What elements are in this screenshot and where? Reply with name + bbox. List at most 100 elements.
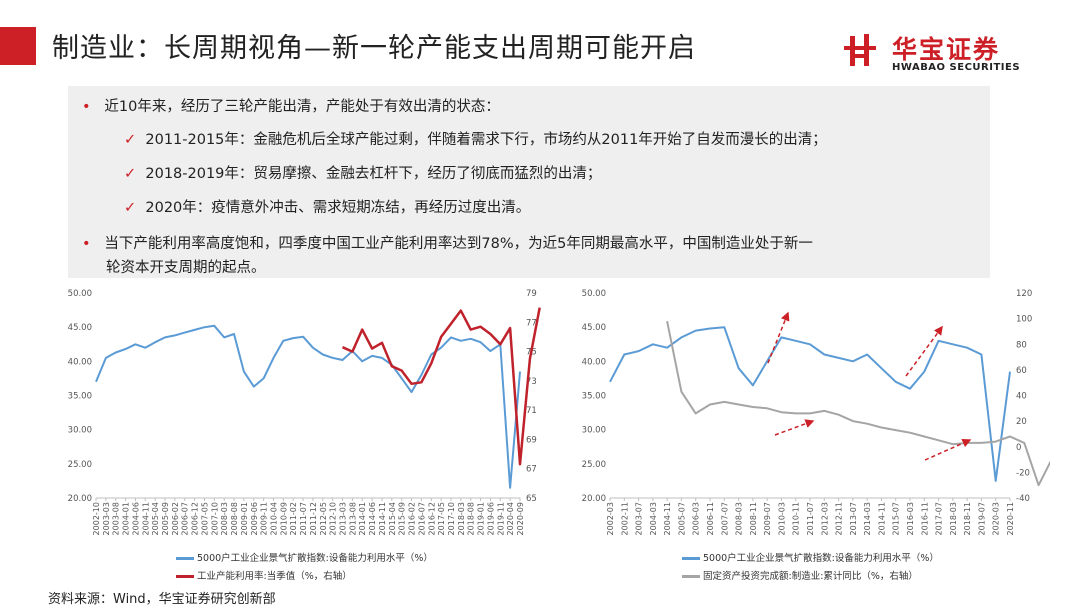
left-tick-label: 30.00 [68,426,92,436]
x-tick-label: 2003-08 [112,502,121,535]
x-tick-label: 2002-10 [92,502,101,535]
legend-swatch [682,575,700,578]
x-tick-label: 2008-08 [230,502,239,535]
x-tick-label: 2009-06 [250,502,259,535]
x-tick-label: 2012-11 [835,502,844,535]
x-tick-label: 2019-06 [486,502,495,535]
x-tick-label: 2014-01 [358,502,367,535]
trend-arrow-icon [924,438,972,461]
x-tick-label: 2008-03 [735,502,744,535]
right-tick-label: 40 [1016,392,1027,402]
x-tick-label: 2011-07 [806,502,815,535]
left-tick-label: 40.00 [68,357,92,367]
left-tick-label: 25.00 [68,460,92,470]
left-tick-label: 30.00 [582,426,606,436]
x-tick-label: 2009-11 [260,502,269,535]
title-bar: 制造业：长周期视角—新一轮产能支出周期可能开启 华宝证券 HWABAO SECU… [0,0,1080,80]
bullet-item-1: • 近10年来，经历了三轮产能出清，产能处于有效出清的状态： [82,95,500,116]
right-tick-label: 67 [526,465,537,475]
bullet-text: 当下产能利用率高度饱和，四季度中国工业产能利用率达到78%，为近5年同期最高水平… [104,236,813,252]
bullet-dot-icon: • [82,99,91,115]
x-tick-label: 2017-10 [447,502,456,535]
x-tick-label: 2004-06 [131,502,140,535]
x-tick-label: 2006-07 [181,502,190,535]
legend-label: 工业产能利用率:当季值（%，右轴） [197,571,352,582]
x-tick-label: 2018-11 [963,502,972,535]
sub-bullet-3: ✓ 2020年：疫情意外冲击、需求短期冻结，再经历过度出清。 [124,196,530,217]
sub-bullet-text: 2018-2019年：贸易摩擦、金融去杠杆下，经历了彻底而猛烈的出清； [145,166,602,182]
left-tick-label: 20.00 [68,494,92,504]
x-tick-label: 2004-03 [649,502,658,535]
series-line [341,307,541,466]
x-tick-label: 2016-02 [408,502,417,535]
x-tick-label: 2013-08 [348,502,357,535]
x-tick-label: 2016-07 [417,502,426,535]
x-tick-label: 2018-03 [457,502,466,535]
right-tick-label: 79 [526,289,537,299]
legend-swatch [682,557,700,560]
x-tick-label: 2007-07 [720,502,729,535]
chart-capacity-utilization: 50.00 45.00 40.00 35.00 30.00 25.00 20.00 79 77 7… [68,289,541,535]
right-tick-label: 73 [526,377,537,387]
legend-swatch [176,557,194,560]
x-tick-label: 2016-12 [427,502,436,535]
left-tick-label: 45.00 [68,323,92,333]
x-tick-label: 2018-08 [467,502,476,535]
x-tick-label: 2004-11 [141,502,150,535]
x-tick-label: 2013-03 [339,502,348,535]
x-tick-label: 2006-11 [706,502,715,535]
chart-manufacturing-investment: 50.00 45.00 40.00 35.00 30.00 25.00 20.00 120 10… [582,289,1050,535]
x-tick-label: 2020-09 [516,502,525,535]
x-tick-label: 2019-01 [477,502,486,535]
x-tick-label: 2006-12 [191,502,200,535]
right-tick-label: 100 [1016,315,1032,325]
sub-bullet-2: ✓ 2018-2019年：贸易摩擦、金融去杠杆下，经历了彻底而猛烈的出清； [124,162,601,183]
legend-label: 5000户工业企业景气扩散指数:设备能力利用水平（%） [197,553,433,564]
x-tick-label: 2005-09 [161,502,170,535]
series-line [95,324,521,489]
x-tick-label: 2004-01 [122,502,131,535]
right-tick-label: 69 [526,435,537,445]
left-tick-label: 35.00 [68,392,92,402]
x-tick-label: 2002-03 [606,502,615,535]
x-tick-label: 2020-04 [506,502,515,535]
x-tick-label: 2010-03 [777,502,786,535]
x-tick-label: 2004-11 [663,502,672,535]
legend-label: 固定资产投资完成额:制造业:累计同比（%，右轴） [703,571,918,582]
bullet-item-2-cont: 轮资本开支周期的起点。 [106,260,266,276]
right-tick-label: 120 [1016,289,1032,299]
bullet-panel: • 近10年来，经历了三轮产能出清，产能处于有效出清的状态： ✓ 2011-20… [68,86,990,278]
x-tick-label: 2014-11 [877,502,886,535]
right-tick-label: 20 [1016,417,1027,427]
x-tick-label: 2012-05 [319,502,328,535]
source-note: 资料来源：Wind，华宝证券研究创新部 [48,592,276,607]
checkmark-icon: ✓ [124,200,137,216]
page-title: 制造业：长周期视角—新一轮产能支出周期可能开启 [52,33,696,64]
right-tick-label: 65 [526,494,537,504]
x-tick-label: 2008-03 [220,502,229,535]
x-tick-label: 2015-07 [892,502,901,535]
trend-arrow-icon [774,419,815,436]
x-tick-label: 2020-11 [1006,502,1015,535]
x-tick-label: 2011-12 [309,502,318,535]
x-tick-label: 2010-04 [269,502,278,535]
trend-arrow-icon [767,311,790,364]
checkmark-icon: ✓ [124,132,137,148]
company-logo: 华宝证券 HWABAO SECURITIES [842,28,1042,76]
x-tick-label: 2012-10 [329,502,338,535]
x-tick-label: 2005-07 [677,502,686,535]
x-tick-label: 2013-07 [849,502,858,535]
legend-item-c2s1: 5000户工业企业景气扩散指数:设备能力利用水平（%） [682,550,939,564]
series-line [609,326,1011,482]
left-tick-label: 25.00 [582,460,606,470]
x-tick-label: 2011-07 [299,502,308,535]
bullet-item-2: • 当下产能利用率高度饱和，四季度中国工业产能利用率达到78%，为近5年同期最高… [82,232,813,253]
sub-bullet-text: 2011-2015年：金融危机后全球产能过剩，伴随着需求下行，市场约从2011年… [145,132,827,148]
x-tick-label: 2003-03 [102,502,111,535]
sub-bullet-1: ✓ 2011-2015年：金融危机后全球产能过剩，伴随着需求下行，市场约从201… [124,128,827,149]
x-tick-label: 2014-03 [863,502,872,535]
legend-item-c1s2: 工业产能利用率:当季值（%，右轴） [176,568,352,582]
x-tick-label: 2018-03 [949,502,958,535]
x-tick-label: 2003-07 [635,502,644,535]
logo-text-cn: 华宝证券 [892,35,1001,64]
